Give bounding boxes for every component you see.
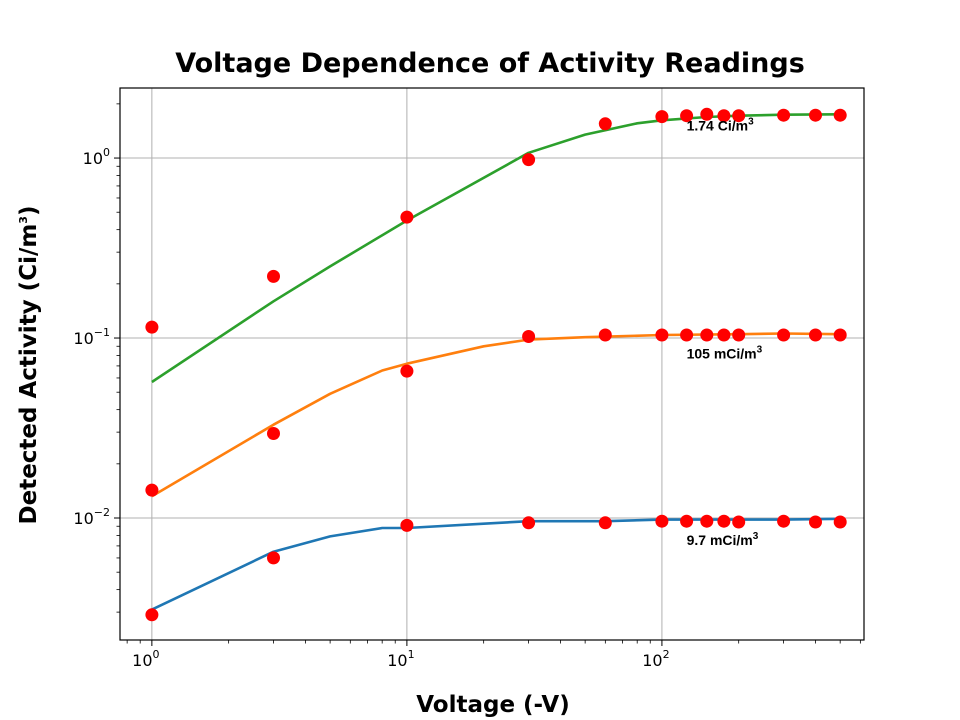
data-point <box>267 269 280 283</box>
x-tick-label: 102 <box>642 648 669 670</box>
y-tick-exponent: 0 <box>103 146 110 159</box>
data-point <box>655 110 669 124</box>
x-tick-exponent: 0 <box>153 648 160 661</box>
x-tick-exponent: 2 <box>663 648 670 661</box>
series-annotation-sup: 3 <box>757 345 763 356</box>
data-point <box>145 608 159 622</box>
data-point <box>809 108 822 122</box>
data-point <box>522 516 536 530</box>
data-point <box>700 328 714 342</box>
data-point <box>833 108 847 122</box>
grid-lines <box>120 88 864 640</box>
series-annotation: 9.7 mCi/m3 <box>687 531 759 548</box>
data-point <box>732 515 746 529</box>
data-point <box>598 117 612 131</box>
data-point <box>655 328 669 342</box>
data-point <box>400 364 414 378</box>
data-point <box>809 328 822 342</box>
data-point <box>680 328 694 342</box>
series-group <box>151 517 841 611</box>
data-point <box>777 328 791 342</box>
y-tick-label: 100 <box>83 146 110 168</box>
data-point <box>732 109 746 123</box>
data-point <box>145 320 159 334</box>
data-point <box>598 516 612 530</box>
series-annotation-text: 9.7 mCi/m <box>687 532 753 548</box>
series-fit-line <box>151 113 841 384</box>
plot-frame <box>119 87 865 641</box>
data-point <box>267 551 280 565</box>
y-tick-label: 10−2 <box>73 506 110 528</box>
y-tick-label: 10−1 <box>73 326 110 348</box>
y-tick-base: 10 <box>73 509 93 528</box>
series-group <box>151 332 841 498</box>
data-point <box>700 514 714 528</box>
series-fit-line <box>151 332 841 498</box>
data-point <box>680 109 694 123</box>
data-point <box>522 330 536 343</box>
data-point <box>400 518 414 532</box>
data-point <box>777 514 791 528</box>
data-point <box>717 109 731 123</box>
data-point <box>717 514 731 528</box>
series-annotation: 105 mCi/m3 <box>687 345 763 362</box>
data-point <box>833 328 847 342</box>
series-layer <box>145 107 847 622</box>
series-fit-line <box>151 517 841 611</box>
y-tick-exponent: −1 <box>94 326 110 339</box>
data-point <box>809 515 822 529</box>
series-group <box>151 113 841 384</box>
y-tick-base: 10 <box>73 329 93 348</box>
y-axis-label-sup: 3 <box>17 216 30 224</box>
series-annotation-text: 1.74 Ci/m <box>687 118 748 134</box>
data-point <box>833 515 847 529</box>
data-point <box>598 328 612 342</box>
x-tick-label: 101 <box>387 648 414 670</box>
data-point <box>400 210 414 224</box>
series-annotation-sup: 3 <box>748 117 754 128</box>
series-annotation-sup: 3 <box>753 531 759 542</box>
x-tick-exponent: 1 <box>408 648 415 661</box>
y-tick-base: 10 <box>83 149 103 168</box>
series-annotation-text: 105 mCi/m <box>687 346 757 362</box>
data-point <box>267 427 280 440</box>
y-axis-label-close: ) <box>16 206 42 217</box>
series-points <box>145 328 847 497</box>
series-annotation: 1.74 Ci/m3 <box>687 117 754 134</box>
chart-title: Voltage Dependence of Activity Readings <box>175 48 805 79</box>
x-axis-label: Voltage (-V) <box>416 692 570 718</box>
x-tick-base: 10 <box>132 651 152 670</box>
series-points <box>145 514 847 622</box>
x-tick-label: 100 <box>132 648 159 670</box>
data-point <box>522 153 536 167</box>
data-point <box>777 108 791 122</box>
y-axis-label: Detected Activity (Ci/m3) <box>16 206 42 525</box>
x-tick-base: 10 <box>642 651 662 670</box>
data-point <box>145 483 159 497</box>
y-tick-exponent: −2 <box>94 506 110 519</box>
data-point <box>732 328 746 342</box>
data-point <box>700 107 714 121</box>
x-tick-base: 10 <box>387 651 407 670</box>
data-point <box>717 328 731 342</box>
series-points <box>145 107 847 334</box>
data-point <box>655 514 669 528</box>
data-point <box>680 514 694 528</box>
y-axis-label-text: Detected Activity (Ci/m <box>16 224 42 525</box>
